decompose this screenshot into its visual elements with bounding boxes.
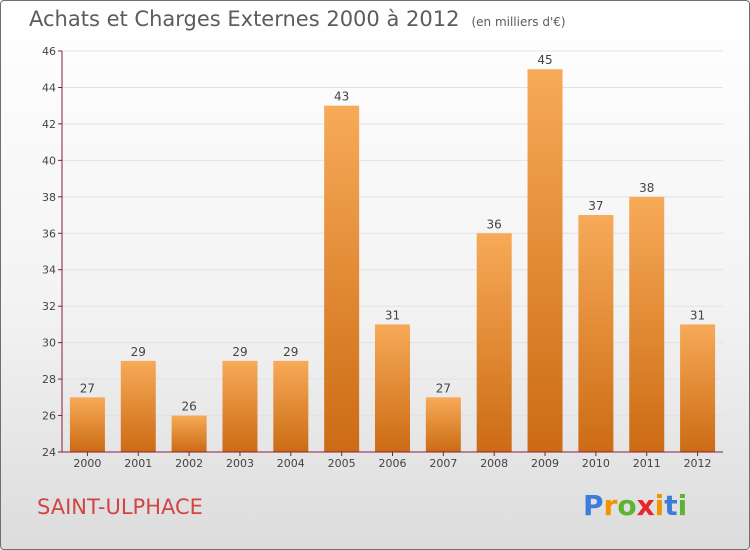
- data-label: 27: [436, 381, 451, 395]
- x-tick-label: 2006: [379, 457, 407, 470]
- data-label: 45: [537, 53, 552, 67]
- x-tick-label: 2004: [277, 457, 305, 470]
- x-tick-label: 2008: [480, 457, 508, 470]
- logo-letter: P: [583, 489, 604, 522]
- bar: [425, 397, 461, 452]
- x-tick-label: 2005: [328, 457, 356, 470]
- data-labels: 27 29 26 29 29 43 31 27 36 45 37 38 31: [80, 53, 705, 413]
- axes: [61, 51, 723, 453]
- logo-letter: o: [617, 489, 637, 522]
- x-tick-label: 2002: [175, 457, 203, 470]
- y-tick-label: 30: [42, 337, 56, 350]
- data-label: 38: [639, 181, 654, 195]
- logo-letter: t: [664, 489, 678, 522]
- logo-letter: r: [603, 489, 618, 522]
- data-label: 31: [690, 308, 705, 322]
- x-tick-label: 2012: [684, 457, 712, 470]
- y-tick-label: 44: [42, 81, 56, 94]
- chart-title: Achats et Charges Externes 2000 à 2012 (e…: [29, 7, 566, 31]
- x-tick-label: 2010: [582, 457, 610, 470]
- commune-name: SAINT-ULPHACE: [37, 495, 203, 519]
- bar: [476, 233, 512, 452]
- bar: [171, 415, 207, 452]
- y-tick-label: 46: [42, 45, 56, 58]
- bar: [120, 360, 156, 452]
- y-tick-label: 40: [42, 154, 56, 167]
- y-axis-ticks: 24 26 28 30 32 34 36 38 40 42 44 46: [42, 45, 62, 459]
- y-tick-label: 34: [42, 264, 56, 277]
- bar: [375, 324, 410, 452]
- x-axis-ticks: 2000 2001 2002 2003 2004 2005 2006 2007 2008 2009…: [73, 452, 712, 470]
- data-label: 31: [385, 308, 400, 322]
- bar: [680, 324, 716, 452]
- x-tick-label: 2007: [429, 457, 457, 470]
- x-tick-label: 2009: [531, 457, 559, 470]
- logo-letter: x: [636, 489, 655, 522]
- x-tick-label: 2003: [226, 457, 254, 470]
- data-label: 29: [283, 345, 298, 359]
- x-tick-label: 2001: [124, 457, 152, 470]
- data-label: 29: [131, 345, 146, 359]
- data-label: 43: [334, 90, 349, 104]
- y-tick-label: 24: [42, 446, 56, 459]
- data-label: 29: [232, 345, 247, 359]
- y-tick-label: 28: [42, 373, 56, 386]
- x-tick-label: 2000: [73, 457, 101, 470]
- logo-letter: i: [654, 489, 665, 522]
- bar: [578, 215, 614, 452]
- bar: [69, 397, 105, 452]
- y-tick-label: 36: [42, 227, 56, 240]
- data-label: 27: [80, 381, 95, 395]
- data-label: 26: [181, 400, 196, 414]
- bar: [629, 196, 665, 452]
- bar: [222, 360, 258, 452]
- data-label: 37: [588, 199, 603, 213]
- chart-subtitle: (en milliers d'€): [471, 15, 566, 29]
- proxiti-logo: Proxiti: [583, 489, 687, 522]
- data-label: 36: [487, 217, 502, 231]
- y-tick-label: 26: [42, 410, 56, 423]
- bars: [69, 69, 716, 453]
- y-tick-label: 38: [42, 191, 56, 204]
- bar: [324, 105, 360, 452]
- bar: [527, 69, 563, 453]
- x-tick-label: 2011: [633, 457, 661, 470]
- logo-letter: i: [677, 489, 688, 522]
- bar: [273, 360, 309, 452]
- y-tick-label: 32: [42, 300, 56, 313]
- chart-title-text: Achats et Charges Externes 2000 à 2012: [29, 7, 460, 31]
- y-tick-label: 42: [42, 118, 56, 131]
